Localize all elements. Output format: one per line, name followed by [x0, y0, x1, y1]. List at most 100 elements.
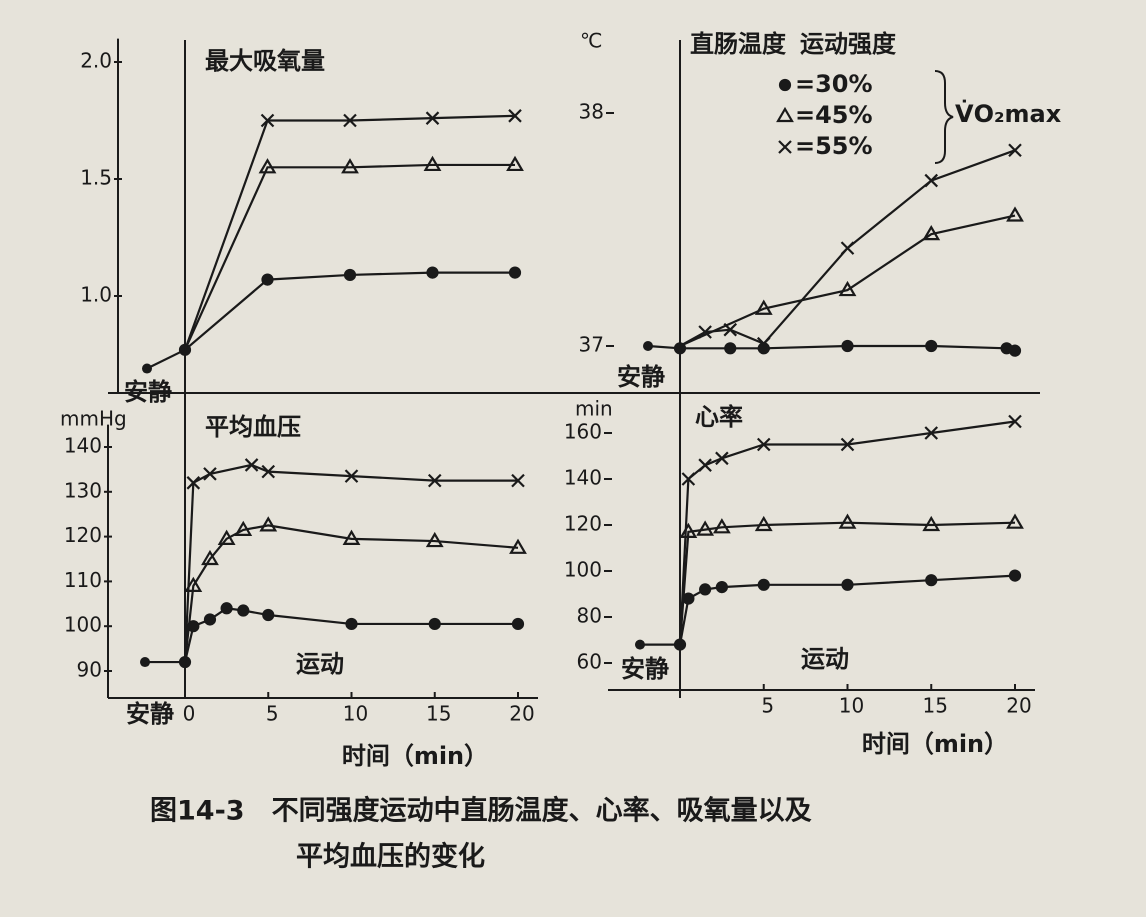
y-tick-label: 1.0 — [80, 283, 112, 307]
x-tick-label: 10 — [839, 694, 864, 718]
y-tick-label: 120 — [64, 523, 102, 547]
marker — [203, 613, 217, 626]
marker — [778, 78, 792, 92]
marker — [756, 437, 771, 452]
marker — [924, 426, 939, 440]
rest-marker — [643, 341, 653, 351]
legend-label: =30% — [795, 70, 873, 98]
marker — [184, 576, 203, 592]
y-tick-label: 140 — [564, 466, 602, 490]
y-tick-label: 120 — [564, 512, 602, 536]
marker — [840, 437, 855, 452]
x-tick-label: 15 — [426, 702, 451, 726]
marker — [234, 520, 253, 536]
marker — [509, 538, 527, 554]
marker — [508, 109, 522, 123]
marker — [186, 476, 201, 490]
marker — [925, 574, 938, 587]
x-tick-label: 5 — [761, 694, 774, 718]
marker — [203, 467, 217, 481]
unit-label: ℃ — [580, 29, 602, 53]
y-tick-label: 100 — [64, 613, 102, 637]
y-tick-label: 38 — [579, 100, 604, 124]
series-line — [183, 163, 515, 351]
marker — [838, 513, 857, 529]
x-tick-label: 20 — [509, 702, 534, 726]
marker — [682, 592, 695, 605]
rest-marker — [142, 363, 152, 374]
marker — [237, 604, 250, 617]
legend-label: =55% — [795, 132, 873, 160]
marker — [508, 266, 522, 279]
marker — [344, 469, 359, 483]
marker — [715, 580, 728, 594]
marker — [698, 325, 712, 339]
marker — [841, 578, 854, 591]
unit-label: min — [575, 397, 613, 421]
y-tick-label: 110 — [64, 568, 102, 592]
x-tick-label: 5 — [266, 702, 279, 726]
marker — [754, 515, 773, 532]
y-tick-label: 2.0 — [80, 49, 112, 73]
marker — [723, 322, 738, 337]
marker — [244, 458, 259, 472]
marker — [757, 578, 770, 591]
chart-title: 心率 — [695, 403, 743, 431]
marker — [261, 273, 274, 286]
marker — [511, 473, 525, 488]
legend-label: =45% — [795, 101, 873, 129]
rest-label: 安静 — [124, 378, 172, 406]
annotation: 运动 — [296, 650, 344, 678]
chart-title: 直肠温度 — [690, 30, 787, 58]
marker — [220, 602, 233, 615]
marker — [427, 473, 442, 488]
unit-label: mmHg — [60, 407, 127, 431]
marker — [1006, 513, 1024, 529]
marker — [260, 113, 275, 128]
marker — [1008, 143, 1022, 158]
marker — [754, 299, 773, 315]
y-tick-label: 1.5 — [80, 166, 112, 190]
y-tick-label: 37 — [579, 333, 604, 357]
marker — [681, 472, 696, 486]
marker — [1008, 414, 1022, 429]
marker — [924, 173, 939, 188]
rest-label: 安静 — [126, 700, 174, 728]
marker — [511, 617, 525, 631]
marker — [425, 531, 444, 548]
marker — [1008, 569, 1022, 582]
y-tick-label: 100 — [564, 558, 602, 582]
y-tick-label: 130 — [64, 478, 102, 502]
marker — [345, 617, 358, 631]
marker — [1008, 344, 1022, 357]
marker — [217, 529, 236, 545]
x-tick-label: 0 — [183, 702, 196, 726]
y-tick-label: 90 — [77, 658, 102, 682]
legend-note: V̇O₂max — [955, 100, 1062, 128]
x-axis-label: 时间（min） — [342, 742, 488, 770]
marker — [1006, 206, 1024, 222]
marker — [425, 111, 440, 125]
marker — [840, 241, 855, 255]
marker — [201, 549, 219, 566]
chart-title: 最大吸氧量 — [205, 47, 325, 75]
marker — [262, 608, 275, 622]
rest-label: 安静 — [621, 655, 669, 683]
x-axis-label: 时间（min） — [862, 730, 1008, 758]
marker — [838, 280, 857, 297]
marker — [343, 113, 357, 128]
marker — [715, 451, 729, 466]
marker — [506, 155, 524, 172]
series-line — [679, 214, 1016, 348]
marker — [258, 158, 277, 174]
marker — [426, 266, 439, 279]
y-tick-label: 140 — [64, 434, 102, 458]
x-tick-label: 20 — [1006, 694, 1031, 718]
chart-title: 平均血压 — [205, 413, 301, 441]
marker — [423, 155, 442, 172]
marker — [428, 617, 441, 631]
y-tick-label: 80 — [577, 604, 602, 628]
caption: 图14-3 不同强度运动中直肠温度、心率、吸氧量以及 — [150, 795, 812, 827]
marker — [724, 342, 737, 355]
marker — [341, 158, 359, 174]
